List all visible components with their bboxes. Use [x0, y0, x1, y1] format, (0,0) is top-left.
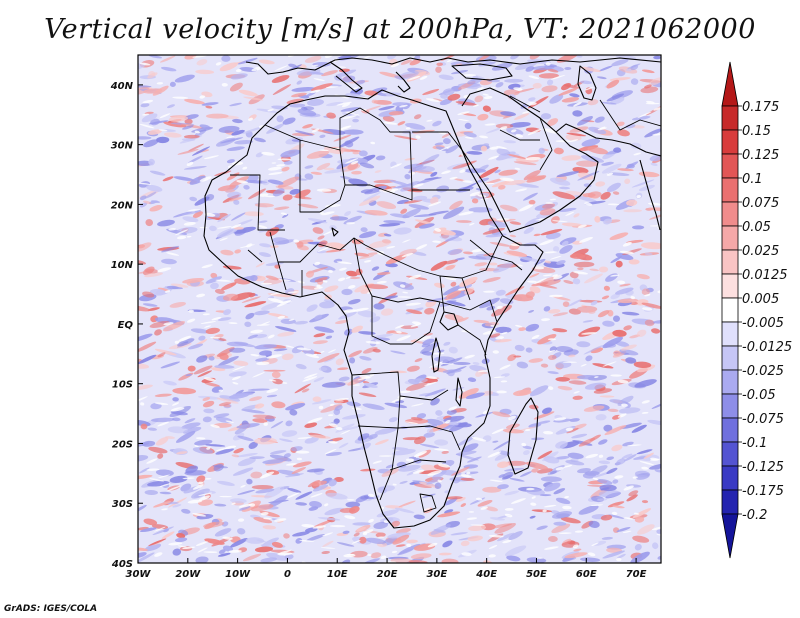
map-title: Vertical velocity [m/s] at 200hPa, VT: 2…	[44, 14, 756, 45]
x-tick-label: 60E	[576, 569, 597, 580]
plot-frame	[137, 54, 662, 564]
colorbar-label: -0.005	[742, 316, 784, 331]
colorbar-swatch	[721, 369, 739, 395]
x-tick-label: 30W	[126, 569, 152, 580]
axis-ticks: 30W 20W 10W 0 10E 20E 30E 40E 50E 60E 70E 40N 30N 20N…	[110, 81, 647, 580]
lake-malawi	[455, 377, 463, 407]
colorbar-label: -0.05	[742, 388, 776, 403]
x-tick-label: 20E	[377, 569, 398, 580]
x-tick-label: 0	[284, 569, 291, 580]
y-tick-label: 30S	[112, 499, 133, 510]
colorbar-label: 0.025	[742, 244, 779, 259]
y-tick-label: 20S	[112, 439, 133, 450]
colorbar-swatch	[721, 61, 739, 107]
colorbar-label: 0.1	[742, 172, 763, 187]
colorbar-swatch	[721, 249, 739, 275]
y-tick-label: 30N	[111, 141, 134, 152]
y-tick-label: 10S	[112, 380, 133, 391]
x-tick-label: 10E	[327, 569, 348, 580]
colorbar-swatch	[721, 441, 739, 467]
y-tick-label: 40S	[111, 559, 133, 570]
colorbar-label: -0.1	[742, 436, 767, 451]
y-tick-label: 20N	[111, 200, 134, 211]
italy-coastline	[329, 61, 363, 93]
coastlines-and-borders	[203, 57, 661, 529]
x-tick-label: 70E	[626, 569, 647, 580]
colorbar-label: -0.2	[742, 508, 767, 523]
velocity-field	[138, 55, 661, 563]
lake-victoria	[439, 311, 459, 331]
colorbar-label: 0.175	[742, 100, 779, 115]
colorbar-label: -0.175	[742, 484, 784, 499]
lake-chad	[331, 227, 339, 237]
india-coastline	[639, 159, 661, 231]
colorbar-label: 0.0125	[742, 268, 788, 283]
gulf-coastline	[555, 123, 661, 157]
colorbar-label: 0.075	[742, 196, 779, 211]
colorbar-swatch	[721, 417, 739, 443]
x-tick-label: 10W	[225, 569, 251, 580]
colorbar-swatch	[721, 225, 739, 251]
colorbar-swatch	[721, 321, 739, 347]
colorbar: 0.175 0.15 0.125 0.1 0.075 0.05 0.025 0.0125 0.0…	[721, 61, 792, 559]
x-tick-label: 40E	[475, 569, 497, 580]
x-tick-label: 50E	[526, 569, 547, 580]
colorbar-swatch	[721, 153, 739, 179]
colorbar-swatch	[721, 489, 739, 515]
colorbar-label: -0.125	[742, 460, 784, 475]
y-tick-label: 10N	[111, 260, 134, 271]
colorbar-label: 0.005	[742, 292, 779, 307]
europe-coastline	[245, 57, 661, 75]
colorbar-swatch	[721, 513, 739, 559]
colorbar-swatch	[721, 465, 739, 491]
madagascar-coastline	[507, 397, 539, 475]
caspian-sea	[577, 65, 597, 101]
x-tick-label: 20W	[175, 569, 201, 580]
colorbar-swatch	[721, 177, 739, 203]
colorbar-swatch	[721, 297, 739, 323]
colorbar-label: 0.05	[742, 220, 771, 235]
grads-credit: GrADS: IGES/COLA	[4, 604, 98, 614]
arabia-coastline	[461, 87, 599, 233]
country-borders	[230, 95, 661, 513]
colorbar-swatch	[721, 201, 739, 227]
y-tick-label: EQ	[118, 320, 134, 331]
x-tick-label: 30E	[426, 569, 447, 580]
colorbar-swatch	[721, 129, 739, 155]
colorbar-swatch	[721, 273, 739, 299]
colorbar-label: -0.075	[742, 412, 784, 427]
colorbar-label: 0.15	[742, 124, 771, 139]
colorbar-swatch	[721, 393, 739, 419]
colorbar-swatch	[721, 345, 739, 371]
colorbar-label: 0.125	[742, 148, 779, 163]
colorbar-swatch	[721, 105, 739, 131]
colorbar-label: -0.025	[742, 364, 784, 379]
y-tick-label: 40N	[110, 81, 134, 92]
africa-coastline	[203, 89, 544, 529]
black-sea	[451, 63, 513, 81]
colorbar-label: -0.0125	[742, 340, 792, 355]
lake-tanganyika	[431, 337, 441, 373]
greece-coastline	[395, 71, 411, 93]
